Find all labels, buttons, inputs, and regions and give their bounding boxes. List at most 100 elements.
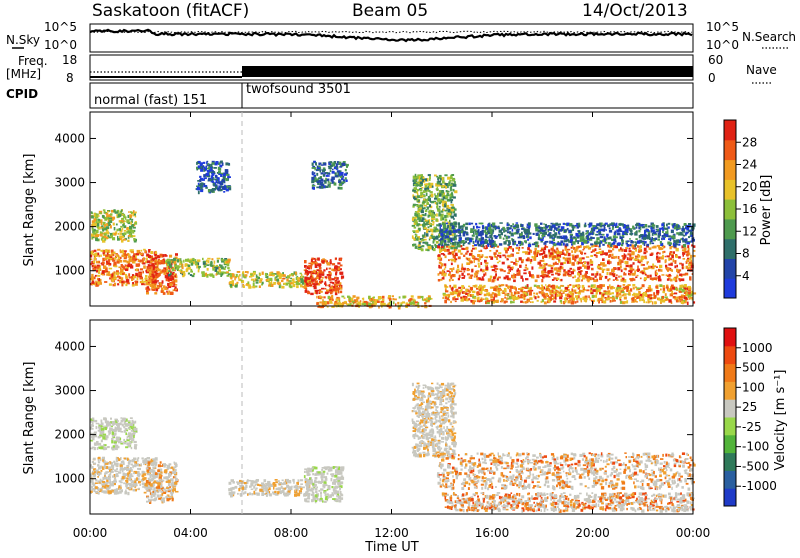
echo-cell [517, 231, 520, 233]
echo-cell [157, 268, 159, 272]
echo-cell [325, 178, 327, 181]
echo-cell [312, 167, 315, 169]
echo-cell [536, 228, 538, 231]
echo-cell [494, 244, 496, 247]
echo-cell [585, 223, 587, 225]
echo-cell [430, 183, 433, 186]
echo-cell [596, 271, 598, 273]
echo-cell [436, 202, 438, 205]
echo-cell [446, 190, 448, 192]
echo-cell [470, 275, 473, 277]
echo-cell [657, 245, 660, 247]
noise-left-tick-bottom: 10^0 [44, 38, 77, 52]
echo-cell [428, 211, 431, 213]
echo-cell [679, 279, 681, 281]
echo-cell [171, 277, 173, 280]
echo-cell [477, 244, 479, 246]
echo-cell [485, 256, 487, 258]
echo-cell [524, 240, 527, 242]
echo-cell [681, 301, 684, 304]
echo-cell [450, 259, 453, 261]
echo-cell [226, 271, 229, 273]
echo-cell [579, 233, 581, 236]
echo-cell [205, 273, 207, 276]
echo-cell [444, 205, 446, 208]
echo-cell [523, 272, 526, 274]
freq-left-tick-bottom: 8 [66, 71, 74, 85]
echo-cell [417, 199, 419, 202]
echo-cell [655, 286, 658, 289]
echo-cell [450, 186, 452, 189]
echo-cell [439, 262, 442, 264]
echo-cell [686, 292, 688, 295]
echo-cell [102, 271, 105, 274]
echo-cell [336, 286, 338, 288]
echo-cell [210, 262, 213, 264]
echo-cell [639, 223, 641, 226]
echo-cell [537, 300, 539, 302]
echo-cell [471, 300, 473, 303]
echo-cell [525, 264, 527, 266]
echo-cell [103, 252, 105, 254]
echo-cell [514, 227, 516, 229]
echo-cell [598, 264, 601, 266]
echo-cell [414, 221, 416, 223]
echo-cell [436, 241, 438, 243]
echo-cell [690, 255, 692, 258]
echo-cell [451, 216, 453, 218]
echo-cell [515, 224, 518, 227]
echo-cell [210, 265, 213, 267]
echo-cell [609, 236, 611, 239]
echo-cell [658, 257, 660, 259]
echo-cell [104, 224, 106, 227]
echo-cell [440, 225, 442, 227]
echo-cell [584, 253, 586, 255]
echo-cell [428, 297, 431, 300]
echo-cell [427, 202, 429, 205]
echo-cell [589, 233, 591, 236]
echo-cell [418, 204, 420, 206]
echo-cell [668, 299, 671, 303]
echo-cell [474, 260, 476, 263]
echo-cell [580, 262, 583, 264]
echo-cell [295, 272, 297, 275]
echo-cell [308, 263, 310, 265]
echo-cell [502, 227, 505, 230]
echo-cell [312, 171, 314, 174]
echo-cell [477, 270, 480, 272]
echo-cell [206, 173, 209, 176]
freq-unit-label: [MHz] [6, 67, 41, 81]
echo-cell [103, 265, 106, 268]
echo-cell [654, 277, 657, 280]
echo-cell [538, 234, 540, 237]
echo-cell [449, 180, 452, 182]
echo-cell [558, 226, 561, 228]
echo-cell [465, 241, 467, 243]
echo-cell [417, 211, 420, 213]
echo-cell [627, 244, 630, 247]
echo-cell [497, 255, 499, 257]
echo-cell [651, 243, 654, 245]
echo-cell [468, 242, 470, 244]
echo-cell [183, 273, 186, 276]
echo-cell [599, 292, 601, 295]
echo-cell [445, 255, 447, 258]
echo-cell [558, 273, 560, 276]
echo-cell [526, 236, 528, 238]
echo-cell [587, 230, 589, 233]
echo-cell [511, 233, 513, 236]
echo-cell [322, 277, 324, 279]
echo-cell [475, 240, 477, 243]
echo-cell [577, 227, 580, 229]
echo-cell [198, 269, 200, 272]
echo-cell [148, 264, 150, 267]
echo-cell [578, 285, 581, 287]
echo-cell [679, 232, 682, 234]
echo-cell [621, 279, 623, 282]
echo-cell [120, 222, 122, 224]
echo-cell [519, 265, 522, 268]
echo-cell [135, 281, 137, 284]
echo-cell [598, 231, 601, 234]
echo-cell [650, 254, 653, 256]
echo-cell [145, 270, 147, 273]
